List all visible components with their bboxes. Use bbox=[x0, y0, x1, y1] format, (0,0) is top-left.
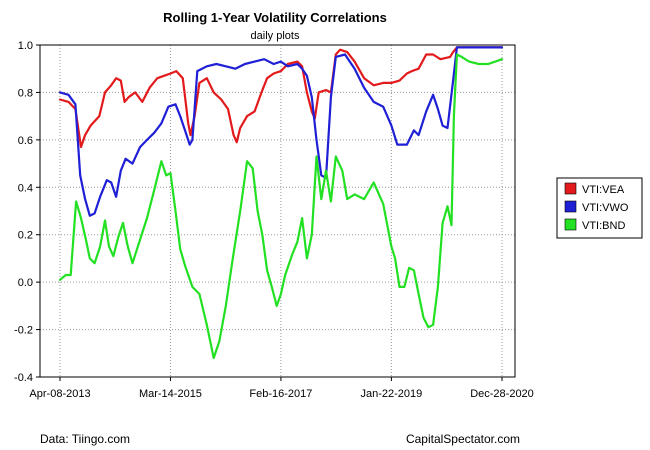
y-tick-label: 0.2 bbox=[18, 230, 33, 242]
series-lines bbox=[58, 46, 504, 360]
series-line-vti-vea bbox=[58, 46, 504, 149]
legend-swatch bbox=[564, 182, 577, 195]
y-tick-label: 0.8 bbox=[18, 87, 33, 99]
x-tick-label: Dec-28-2020 bbox=[470, 388, 534, 400]
grid bbox=[40, 44, 515, 378]
chart-title: Rolling 1-Year Volatility Correlations bbox=[163, 10, 387, 25]
site-credit: CapitalSpectator.com bbox=[405, 432, 520, 446]
plot-frame bbox=[39, 44, 516, 378]
y-tick-label: -0.4 bbox=[14, 372, 33, 384]
legend-label: VTI:BND bbox=[582, 220, 625, 232]
legend-swatch bbox=[564, 218, 577, 231]
legend-label: VTI:VEA bbox=[582, 184, 625, 196]
y-tick-label: 1.0 bbox=[18, 40, 33, 52]
x-tick-label: Mar-14-2015 bbox=[139, 388, 202, 400]
chart-subtitle: daily plots bbox=[251, 30, 300, 42]
series-line-vti-bnd bbox=[58, 53, 504, 360]
y-tick-label: 0.0 bbox=[18, 277, 33, 289]
x-tick-label: Jan-22-2019 bbox=[360, 388, 422, 400]
y-tick-label: -0.2 bbox=[14, 325, 33, 337]
data-source-note: Data: Tiingo.com bbox=[40, 432, 131, 446]
legend: VTI:VEA VTI:VWO VTI:BND bbox=[556, 177, 643, 239]
legend-label: VTI:VWO bbox=[582, 202, 629, 214]
x-tick-label: Feb-16-2017 bbox=[249, 388, 312, 400]
y-tick-label: 0.4 bbox=[18, 182, 33, 194]
axes: 1.0 0.8 0.6 0.4 0.2 0.0 -0.2 -0.4 Apr-08-2013 Mar… bbox=[14, 40, 534, 400]
legend-swatch bbox=[564, 200, 577, 213]
y-tick-label: 0.6 bbox=[18, 135, 33, 147]
series-line-vti-vwo bbox=[58, 46, 504, 217]
x-tick-label: Apr-08-2013 bbox=[29, 388, 90, 400]
